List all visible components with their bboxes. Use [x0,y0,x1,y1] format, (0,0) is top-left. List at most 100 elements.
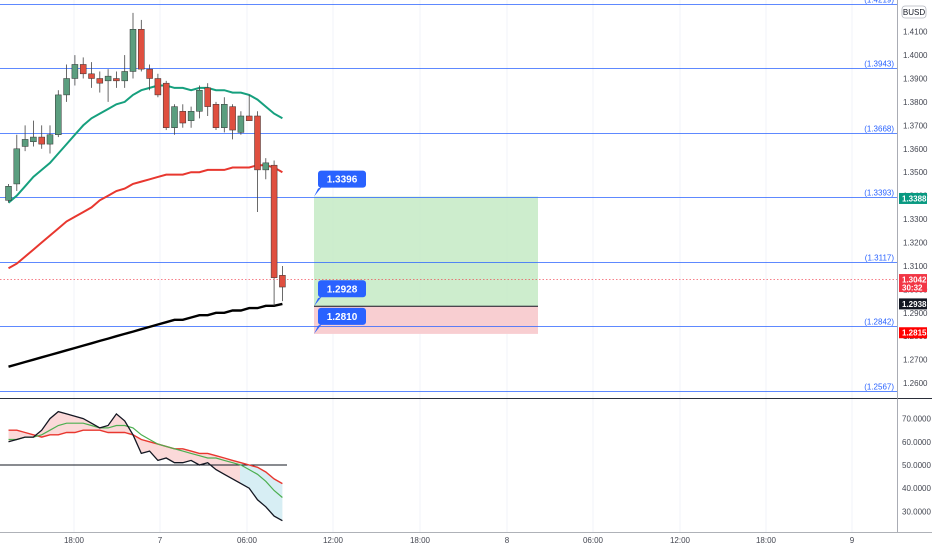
oscillator-tick-label: 40.0000 [902,484,931,493]
oscillator-pane: 70.0000 60.0000 50.0000 40.0000 30.0000 [0,410,931,522]
candlestick-series [5,12,286,306]
svg-text:30:32: 30:32 [902,284,923,293]
oscillator-fast-line [8,410,283,522]
candle [196,85,203,119]
oscillator-tick-label: 50.0000 [902,461,931,470]
candle [146,64,153,91]
svg-text:1.3042: 1.3042 [902,276,927,285]
time-tick-label: 18:00 [64,536,85,545]
price-tick-label: 1.2900 [903,309,928,318]
candle [204,83,211,116]
horizontal-levels: (1.4219) (1.3943) (1.3668) (1.3393) (1.3117)… [0,0,897,392]
candle [221,97,228,133]
price-tag-2: 1.2938 [899,298,927,310]
svg-text:1.2938: 1.2938 [902,300,927,309]
price-tick-label: 1.3300 [903,215,928,224]
candle [279,265,286,302]
candle [229,104,236,140]
level-label-0: (1.4219) [864,0,894,5]
candle [113,71,120,88]
candle [154,73,162,98]
price-callouts: 1.3396 1.2928 1.2810 [314,170,366,334]
time-tick-label: 12:00 [670,536,691,545]
svg-text:1.2928: 1.2928 [327,284,358,295]
level-label-6: (1.2567) [864,383,894,392]
time-tick-label: 7 [158,536,163,545]
candle [237,111,245,135]
candle [171,104,178,135]
candle [79,57,87,79]
oscillator-tick-label: 70.0000 [902,415,931,424]
svg-text:1.3396: 1.3396 [327,175,358,186]
candle [254,111,261,213]
price-tick-label: 1.2700 [903,356,928,365]
svg-text:1.3388: 1.3388 [902,194,927,203]
candle [104,69,112,102]
candle [179,104,187,128]
currency-label[interactable]: BUSD [901,5,927,19]
candle [63,64,70,102]
price-tick-label: 1.3100 [903,262,928,271]
moving-average-black [8,302,283,368]
svg-text:1.2810: 1.2810 [327,312,358,323]
oscillator-tick-label: 60.0000 [902,438,931,447]
level-label-4: (1.3117) [865,254,895,263]
oscillator-signal-line [8,422,283,498]
candle [5,183,12,203]
time-tick-label: 06:00 [237,536,258,545]
level-label-5: (1.2842) [864,318,894,327]
price-tag-0: 1.3388 [899,192,927,204]
price-tick-label: 1.2600 [903,379,928,388]
candle [38,125,45,149]
currency-box [901,5,927,19]
candle [55,90,62,138]
candle [187,106,195,128]
level-label-3: (1.3393) [864,189,894,198]
candle [245,94,253,121]
price-tick-label: 1.4100 [903,28,928,37]
price-tick-label: 1.3500 [903,168,928,177]
moving-average-green [7,84,283,204]
price-tick-label: 1.3700 [903,121,928,130]
candle [13,134,21,191]
candle [71,55,79,86]
candle [46,125,54,154]
price-tick-label: 1.3600 [903,145,928,154]
time-axis[interactable]: 18:00 7 06:00 12:00 18:00 8 06:00 12:00 18:00 9 [64,536,855,545]
target-callout[interactable]: 1.3396 [314,170,366,197]
candle [138,19,145,72]
moving-average-red [8,164,283,270]
oscillator-fill-upper [8,411,240,484]
candle [262,158,270,180]
candle [129,12,137,79]
svg-text:1.2815: 1.2815 [902,329,927,338]
time-tick-label: 9 [850,536,855,545]
currency-text: BUSD [903,8,925,17]
price-tick-label: 1.3800 [903,98,928,107]
time-tick-label: 06:00 [583,536,604,545]
candle [121,55,128,88]
oscillator-tick-label: 30.0000 [902,507,931,516]
price-tag-3: 1.2815 [899,327,927,339]
level-label-2: (1.3668) [864,125,894,134]
candle [21,125,29,152]
candle [96,71,104,93]
candle [270,160,278,306]
stop-callout[interactable]: 1.2810 [314,307,366,334]
candle [88,62,95,88]
price-tick-label: 1.3900 [903,74,928,83]
oscillator-slow-line [8,429,283,485]
candle [212,101,220,131]
time-tick-label: 18:00 [756,536,777,545]
time-tick-label: 8 [505,536,510,545]
price-tick-label: 1.3200 [903,239,928,248]
time-tick-label: 18:00 [410,536,431,545]
price-tick-label: 1.4000 [903,51,928,60]
time-tick-label: 12:00 [323,536,344,545]
level-label-1: (1.3943) [864,60,894,69]
entry-callout[interactable]: 1.2928 [314,280,366,307]
candle [30,120,37,147]
